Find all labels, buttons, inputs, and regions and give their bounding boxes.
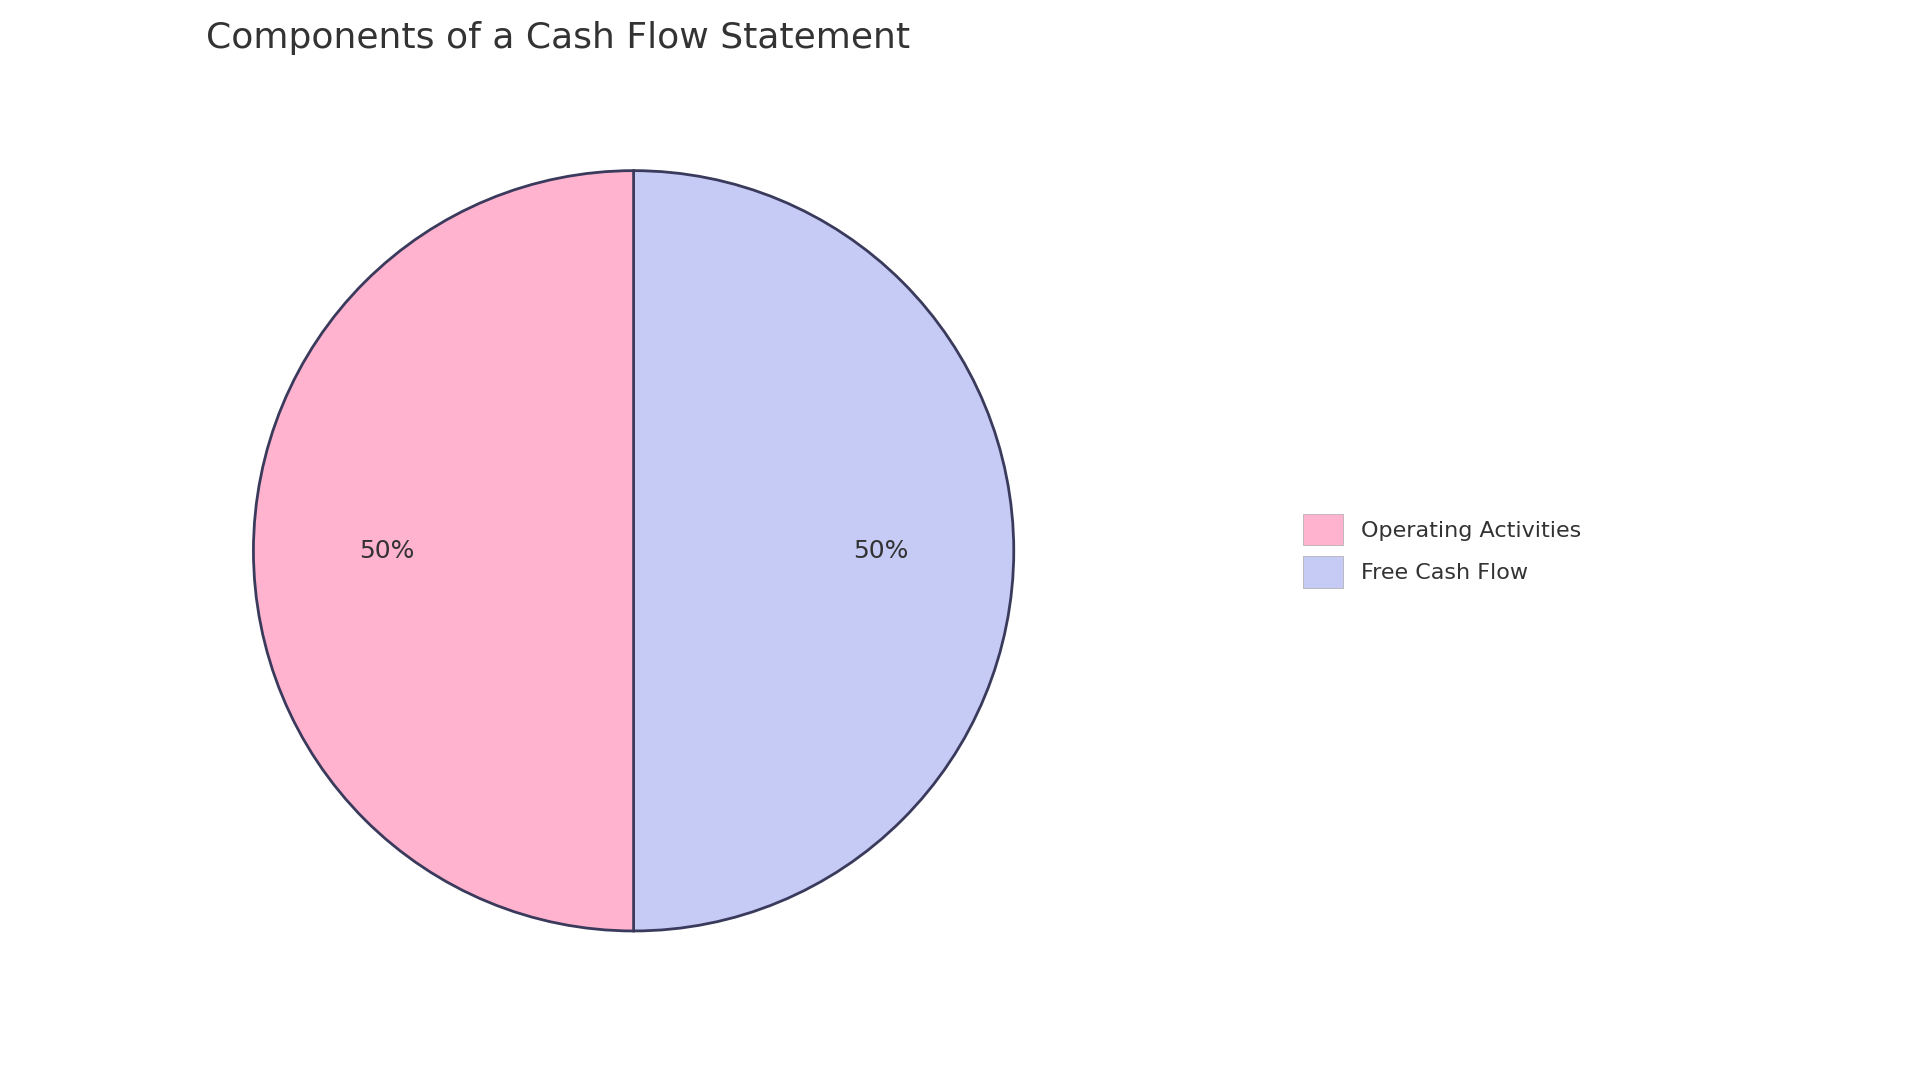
Wedge shape (634, 171, 1014, 931)
Text: 50%: 50% (359, 539, 415, 563)
Text: Components of a Cash Flow Statement: Components of a Cash Flow Statement (205, 21, 910, 55)
Wedge shape (253, 171, 634, 931)
Legend: Operating Activities, Free Cash Flow: Operating Activities, Free Cash Flow (1292, 502, 1592, 599)
Text: 50%: 50% (852, 539, 908, 563)
